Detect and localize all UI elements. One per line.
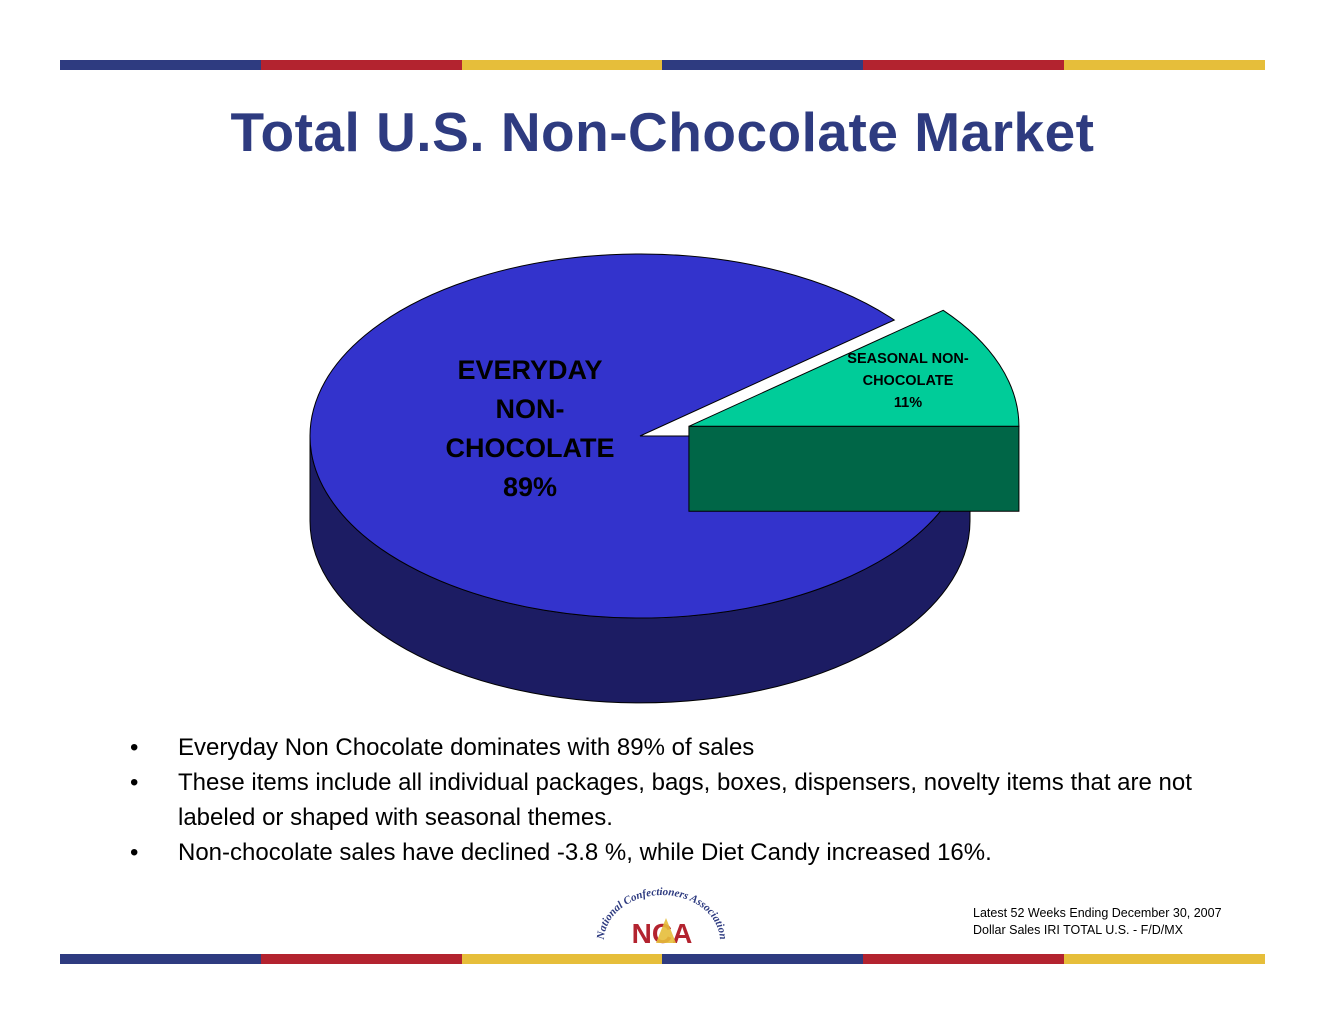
source-note: Latest 52 Weeks Ending December 30, 2007… bbox=[973, 905, 1222, 939]
everyday-data-label-line: CHOCOLATE bbox=[446, 433, 615, 463]
nca-logo: National Confectioners Association NCA bbox=[595, 886, 729, 948]
stripe-red bbox=[863, 954, 1065, 964]
stripe-gold bbox=[461, 60, 663, 70]
stripe-gold bbox=[1064, 60, 1265, 70]
seasonal-data-label-line: CHOCOLATE bbox=[863, 373, 954, 389]
everyday-data-label-line: EVERYDAY bbox=[457, 355, 602, 385]
everyday-slice bbox=[309, 253, 971, 619]
stripe-navy bbox=[60, 954, 261, 964]
bullet-text: Everyday Non Chocolate dominates with 89… bbox=[178, 734, 755, 761]
logo-triangle-icon bbox=[656, 918, 676, 943]
stripe-navy bbox=[662, 954, 864, 964]
source-line-2: Dollar Sales IRI TOTAL U.S. - F/D/MX bbox=[973, 923, 1183, 937]
top-color-stripe bbox=[60, 60, 1265, 70]
source-line-1: Latest 52 Weeks Ending December 30, 2007 bbox=[973, 906, 1222, 920]
bullet-marker: • bbox=[130, 839, 139, 866]
bullet-marker: • bbox=[130, 769, 139, 796]
stripe-red bbox=[260, 60, 462, 70]
slide-title: Total U.S. Non-Chocolate Market bbox=[230, 101, 1095, 163]
seasonal-data-label-line: 11% bbox=[894, 395, 922, 411]
stripe-red bbox=[863, 60, 1065, 70]
seasonal-slice-side bbox=[688, 425, 1020, 512]
everyday-data-label: EVERYDAY NON- CHOCOLATE 89% bbox=[446, 355, 615, 502]
bullet-marker: • bbox=[130, 734, 139, 761]
stripe-navy bbox=[662, 60, 864, 70]
bullet-list: • Everyday Non Chocolate dominates with 8… bbox=[130, 730, 1230, 870]
everyday-data-label-line: 89% bbox=[503, 472, 557, 502]
bullet-item: • These items include all individual pack… bbox=[130, 765, 1230, 835]
bullet-item: • Everyday Non Chocolate dominates with 8… bbox=[130, 730, 1230, 765]
everyday-data-label-line: NON- bbox=[496, 394, 565, 424]
seasonal-data-label: SEASONAL NON- CHOCOLATE 11% bbox=[847, 351, 969, 411]
bullet-text: These items include all individual packa… bbox=[178, 769, 1192, 831]
seasonal-data-label-line: SEASONAL NON- bbox=[847, 351, 969, 367]
seasonal-slice bbox=[688, 309, 1020, 427]
bottom-color-stripe bbox=[60, 954, 1265, 964]
stripe-navy bbox=[60, 60, 261, 70]
bullet-text: Non-chocolate sales have declined -3.8 %… bbox=[178, 839, 992, 866]
bullet-item: • Non-chocolate sales have declined -3.8 … bbox=[130, 835, 1230, 870]
stripe-gold bbox=[461, 954, 663, 964]
stripe-gold bbox=[1064, 954, 1265, 964]
stripe-red bbox=[260, 954, 462, 964]
